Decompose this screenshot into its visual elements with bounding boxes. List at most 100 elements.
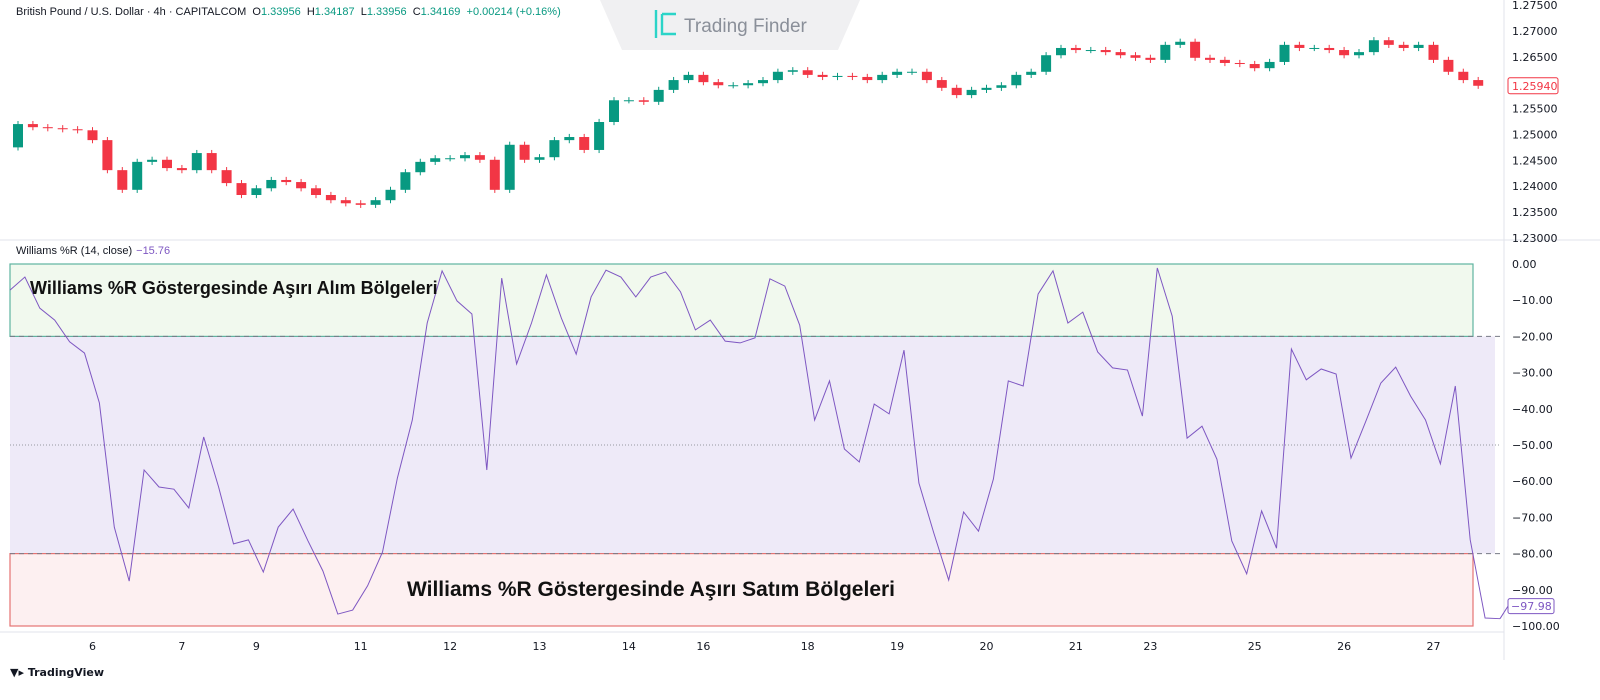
price-tick-label: 1.23500 <box>1512 206 1558 219</box>
candle <box>1219 56 1230 67</box>
candle-body <box>504 144 515 190</box>
candle <box>1309 44 1320 52</box>
price-tick-label: 1.23000 <box>1512 232 1558 245</box>
candle-body <box>1011 74 1022 86</box>
williams-tick-label: −50.00 <box>1512 439 1553 452</box>
time-tick-label: 18 <box>801 640 815 653</box>
candle <box>1011 71 1022 89</box>
candle <box>743 80 754 89</box>
candle-body <box>921 71 932 81</box>
candle <box>802 67 813 78</box>
candle-body <box>1279 44 1290 62</box>
candle <box>847 72 858 81</box>
candle <box>430 155 441 165</box>
indicator-legend[interactable]: Williams %R (14, close) −15.76 <box>16 245 170 257</box>
candle-body <box>609 100 619 123</box>
candle-body <box>385 189 396 201</box>
time-tick-label: 19 <box>890 640 904 653</box>
candle-body <box>176 168 187 171</box>
last-value-badge <box>1507 598 1555 615</box>
time-tick-label: 25 <box>1248 640 1262 653</box>
price-tick-label: 1.24500 <box>1512 154 1558 167</box>
candle <box>176 164 187 174</box>
candle <box>311 185 321 199</box>
candle <box>236 179 247 199</box>
time-tick-label: 26 <box>1337 640 1351 653</box>
candle-body <box>1249 64 1260 69</box>
candle <box>936 76 947 91</box>
symbol-title[interactable]: British Pound / U.S. Dollar · 4h · CAPIT… <box>16 6 247 18</box>
candle <box>266 176 277 192</box>
candle-body <box>1354 52 1364 56</box>
candle <box>1279 41 1290 66</box>
candle-body <box>817 74 828 77</box>
candle-body <box>236 183 247 195</box>
candle-body <box>355 203 366 205</box>
price-axis[interactable]: 1.27500 1.27000 1.26500 1.25500 1.25000 1.245… <box>1507 0 1559 245</box>
candle-body <box>221 170 232 184</box>
candle <box>951 84 962 99</box>
candle <box>1383 37 1394 48</box>
price-tick-label: 1.26500 <box>1512 51 1558 64</box>
candle-body <box>862 76 873 81</box>
candle-body <box>802 70 813 75</box>
time-axis[interactable]: 6 7 9 11 12 13 14 16 18 19 20 21 23 25 26 27 <box>89 640 1441 653</box>
candle-body <box>907 71 917 73</box>
candle-body <box>1160 44 1171 60</box>
candle-body <box>966 89 977 96</box>
price-tick-label: 1.25000 <box>1512 128 1558 141</box>
candle <box>907 68 917 75</box>
candle-body <box>1085 50 1096 52</box>
candle <box>474 152 485 163</box>
candle <box>623 97 634 104</box>
last-value-connector <box>1499 605 1509 619</box>
candle-body <box>1309 47 1320 49</box>
candle <box>892 68 903 78</box>
candle-body <box>191 153 202 171</box>
candle <box>549 137 560 161</box>
tradingview-logo[interactable]: ▼▸ TradingView <box>10 666 104 679</box>
candle <box>1070 44 1081 54</box>
time-tick-label: 14 <box>622 640 636 653</box>
candle <box>966 86 977 99</box>
candle <box>1339 46 1350 59</box>
candle-body <box>832 75 843 77</box>
candle-body <box>1056 47 1066 56</box>
candle <box>1041 52 1052 75</box>
last-price-badge <box>1507 77 1559 95</box>
candle-body <box>87 130 98 141</box>
candle-body <box>147 159 158 162</box>
indicator-value: −15.76 <box>136 245 171 257</box>
time-tick-label: 27 <box>1427 640 1441 653</box>
candle <box>340 197 351 207</box>
candle <box>1398 41 1409 52</box>
candle <box>1160 41 1171 63</box>
candle-body <box>132 161 143 190</box>
candle <box>42 124 53 132</box>
candle <box>698 71 709 86</box>
candle-body <box>713 82 724 86</box>
candle-body <box>102 140 113 171</box>
candle <box>1264 58 1275 72</box>
williams-tick-label: −90.00 <box>1512 584 1553 597</box>
candle <box>1056 44 1066 59</box>
candle-body <box>579 137 590 150</box>
candle-body <box>400 172 411 190</box>
candle <box>1190 38 1201 61</box>
candle <box>787 67 798 75</box>
candle <box>445 155 456 162</box>
williams-tick-label: −60.00 <box>1512 475 1553 488</box>
close-label: C <box>412 6 421 18</box>
candle-body <box>1458 71 1469 81</box>
overbought-zone <box>9 263 1474 338</box>
candle <box>1175 38 1186 48</box>
williams-axis[interactable]: 0.00 −10.00 −20.00 −30.00 −40.00 −50.00 −60.00… <box>1499 258 1560 633</box>
candle-body <box>623 100 634 102</box>
williams-tick-label: −40.00 <box>1512 403 1553 416</box>
candle-body <box>445 158 456 160</box>
candle-body <box>13 124 23 148</box>
candle-body <box>57 128 68 130</box>
candle-body <box>1443 59 1454 72</box>
candle <box>415 158 426 176</box>
